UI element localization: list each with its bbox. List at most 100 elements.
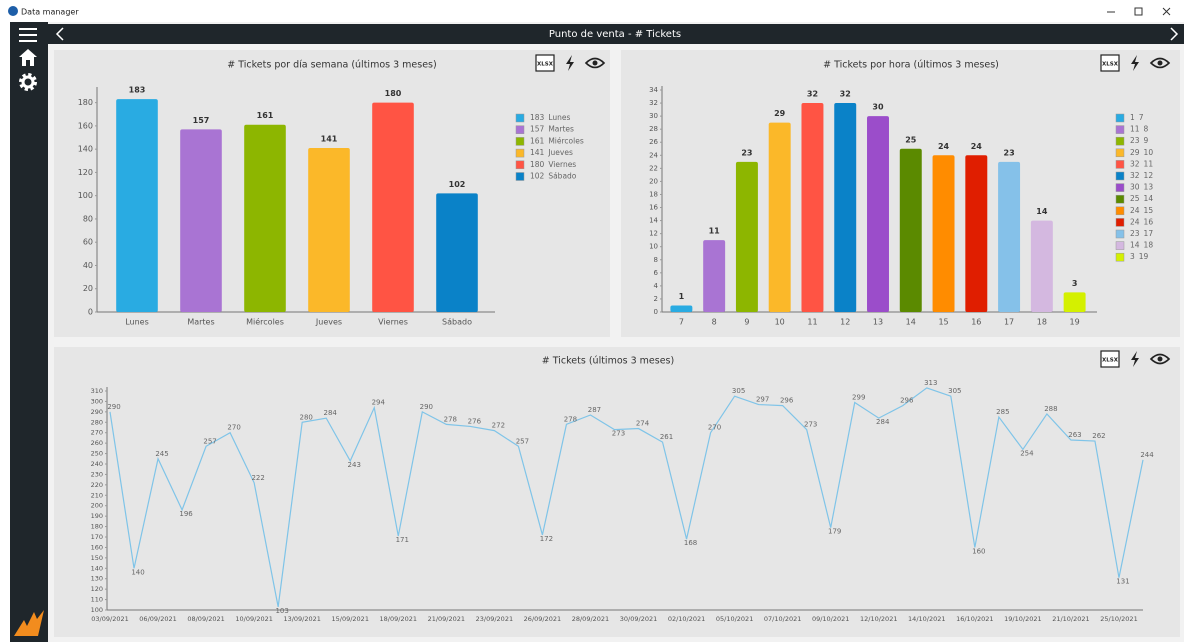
- legend-swatch: [1115, 252, 1125, 262]
- legend-swatch: [1115, 194, 1125, 204]
- y-tick-label: 32: [649, 99, 658, 107]
- x-tick-label: 9: [744, 318, 749, 327]
- data-label: 288: [1044, 405, 1057, 413]
- x-tick-label: 8: [712, 318, 717, 327]
- y-tick-label: 130: [91, 575, 103, 583]
- legend-value: 157: [530, 125, 545, 134]
- legend-entry: 25 14: [1130, 194, 1153, 203]
- legend-entry: 23 17: [1130, 229, 1153, 238]
- eye-icon: [1157, 60, 1163, 66]
- data-label: 160: [972, 547, 985, 555]
- data-label: 24: [971, 142, 983, 151]
- legend-swatch: [515, 160, 525, 170]
- legend-name: Martes: [548, 125, 574, 134]
- legend-name: 15: [1144, 206, 1154, 215]
- y-tick-label: 2: [654, 295, 658, 303]
- data-label: 11: [709, 227, 721, 236]
- legend-swatch: [515, 137, 525, 146]
- data-label: 161: [257, 111, 274, 120]
- y-tick-label: 170: [91, 533, 103, 541]
- legend-name: 7: [1139, 113, 1144, 122]
- legend-entry: 102 Sábado: [530, 172, 577, 181]
- y-tick-label: 34: [649, 86, 658, 94]
- legend-swatch: [1115, 136, 1125, 146]
- legend-value: 1: [1130, 113, 1135, 122]
- y-tick-label: 240: [91, 460, 103, 468]
- data-label: 276: [468, 417, 482, 425]
- eye-icon: [1157, 356, 1163, 362]
- legend-value: 183: [530, 113, 545, 122]
- y-tick-label: 190: [91, 512, 103, 520]
- view-button[interactable]: [584, 57, 606, 69]
- export-label: XLSX: [537, 62, 554, 68]
- y-tick-label: 20: [649, 177, 658, 185]
- legend-name: Jueves: [547, 148, 573, 157]
- data-label: 278: [444, 415, 457, 423]
- data-label: 30: [872, 103, 884, 112]
- x-tick-label: 03/09/2021: [91, 615, 128, 623]
- export-button[interactable]: XLSX: [535, 54, 555, 72]
- x-tick-label: 18/09/2021: [380, 615, 417, 623]
- refresh-button[interactable]: [1131, 55, 1139, 71]
- home-button[interactable]: [19, 49, 37, 66]
- y-tick-label: 6: [654, 269, 659, 277]
- y-tick-label: 200: [91, 502, 103, 510]
- x-tick-label: 7: [679, 318, 684, 327]
- legend-swatch: [1115, 183, 1125, 192]
- x-tick-label: 28/09/2021: [572, 615, 609, 623]
- menu-button[interactable]: [19, 28, 37, 42]
- chart-title: # Tickets por hora (últimos 3 meses): [823, 60, 999, 71]
- legend-swatch: [1115, 229, 1125, 239]
- data-label: 180: [385, 89, 402, 98]
- forward-button[interactable]: [1170, 27, 1179, 41]
- data-label: 102: [449, 180, 466, 189]
- data-label: 179: [828, 528, 841, 536]
- export-button[interactable]: XLSX: [1100, 54, 1120, 72]
- y-tick-label: 100: [78, 191, 93, 200]
- legend-swatch: [1115, 171, 1125, 181]
- view-button[interactable]: [1149, 353, 1171, 365]
- legend-name: Sábado: [548, 172, 576, 181]
- legend-value: 24: [1130, 217, 1140, 226]
- x-tick-label: 30/09/2021: [620, 615, 657, 623]
- y-tick-label: 260: [91, 439, 103, 447]
- x-tick-label: 14: [906, 318, 916, 327]
- legend-value: 141: [530, 148, 545, 157]
- x-tick-label: Viernes: [378, 318, 408, 327]
- data-label: 272: [492, 422, 505, 430]
- header-title: Punto de venta - # Tickets: [549, 29, 681, 40]
- data-label: 284: [324, 409, 338, 417]
- refresh-button[interactable]: [1131, 351, 1139, 367]
- x-tick-label: Lunes: [125, 318, 149, 327]
- x-tick-label: 05/10/2021: [716, 615, 753, 623]
- view-button[interactable]: [1149, 57, 1171, 69]
- legend-name: 18: [1144, 241, 1154, 250]
- back-button[interactable]: [55, 27, 64, 41]
- data-label: 273: [804, 421, 817, 429]
- data-label: 278: [564, 415, 577, 423]
- line: [109, 387, 1144, 607]
- y-tick-label: 270: [91, 429, 103, 437]
- y-tick-label: 0: [88, 308, 93, 317]
- bar: [1063, 292, 1086, 312]
- data-label: 274: [636, 420, 650, 428]
- legend-name: 16: [1144, 217, 1154, 226]
- export-button[interactable]: XLSX: [1100, 350, 1120, 368]
- legend-entry: 30 13: [1130, 183, 1153, 192]
- eye-icon: [1149, 353, 1171, 365]
- data-label: 273: [612, 430, 625, 438]
- maximize-button[interactable]: [1134, 7, 1143, 16]
- chart-title: # Tickets por día semana (últimos 3 mese…: [227, 60, 436, 71]
- settings-button[interactable]: [19, 73, 37, 91]
- legend-entry: 3 19: [1130, 252, 1149, 261]
- data-label: 257: [203, 437, 216, 445]
- y-tick-label: 22: [649, 164, 658, 172]
- close-button[interactable]: [1162, 7, 1171, 16]
- legend-name: 17: [1144, 229, 1154, 238]
- logo: [14, 610, 44, 636]
- legend-swatch: [1115, 241, 1125, 250]
- data-label: 140: [131, 568, 144, 576]
- x-tick-label: 12/10/2021: [860, 615, 897, 623]
- data-label: 285: [996, 408, 1009, 416]
- refresh-button[interactable]: [566, 55, 574, 71]
